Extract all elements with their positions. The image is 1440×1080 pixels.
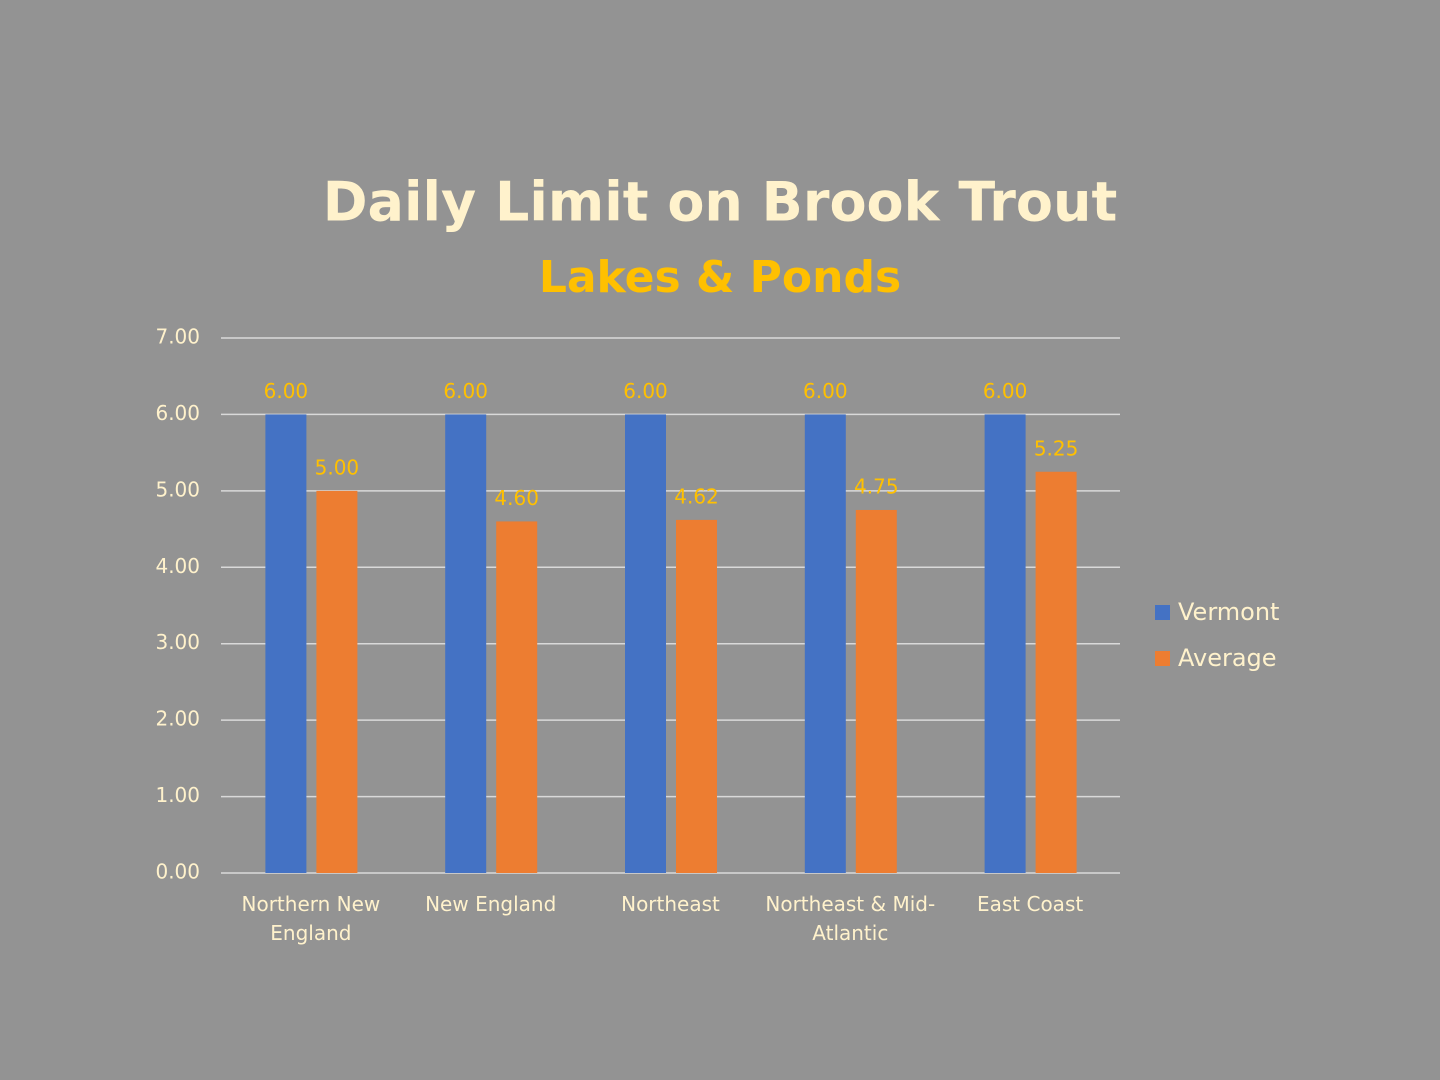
x-tick-label: Northern New England xyxy=(241,892,381,945)
y-tick-label: 1.00 xyxy=(155,783,200,807)
x-tick-label: Northeast & Mid-Atlantic xyxy=(765,892,936,945)
x-tick-label: New England xyxy=(425,892,557,916)
data-label: 4.75 xyxy=(854,474,899,498)
y-tick-label: 5.00 xyxy=(155,477,200,501)
chart-subtitle: Lakes & Ponds xyxy=(539,252,901,303)
data-label: 6.00 xyxy=(623,379,668,403)
data-label: 6.00 xyxy=(983,379,1028,403)
data-label: 6.00 xyxy=(443,379,488,403)
bar xyxy=(265,414,307,873)
y-tick-label: 3.00 xyxy=(155,630,200,654)
data-label: 5.00 xyxy=(315,455,360,479)
data-label: 6.00 xyxy=(803,379,848,403)
bar xyxy=(676,519,717,873)
data-label: 4.60 xyxy=(494,486,539,510)
data-label: 5.25 xyxy=(1034,436,1079,460)
legend-label: Average xyxy=(1178,644,1277,672)
y-tick-label: 0.00 xyxy=(155,860,200,884)
chart-title: Daily Limit on Brook Trout xyxy=(323,171,1118,234)
y-tick-label: 2.00 xyxy=(155,707,200,731)
bar xyxy=(445,414,487,873)
data-label: 4.62 xyxy=(674,484,719,508)
bar xyxy=(855,509,897,873)
y-tick-label: 4.00 xyxy=(155,554,200,578)
bar xyxy=(984,414,1026,873)
bar xyxy=(496,521,538,873)
data-label: 6.00 xyxy=(264,379,309,403)
bar xyxy=(625,414,666,873)
bar xyxy=(804,414,846,873)
bar xyxy=(1035,471,1077,873)
bar xyxy=(316,490,358,873)
x-tick-label: East Coast xyxy=(976,892,1084,916)
x-tick-label: Northeast xyxy=(621,892,720,916)
y-tick-label: 7.00 xyxy=(155,325,200,349)
y-tick-label: 6.00 xyxy=(155,401,200,425)
legend-label: Vermont xyxy=(1178,598,1279,626)
legend-swatch xyxy=(1155,605,1170,620)
legend-swatch xyxy=(1155,651,1170,666)
